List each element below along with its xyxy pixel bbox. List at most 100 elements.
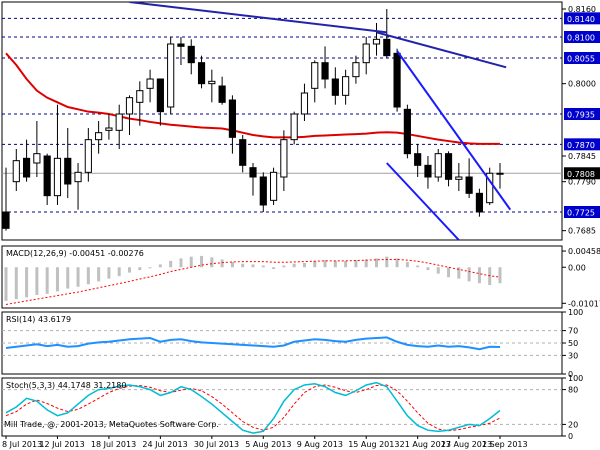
candlestick <box>414 144 422 177</box>
price-level-badge-bg <box>564 206 600 218</box>
price-level-badge-label: 0.8100 <box>567 34 595 43</box>
time-axis-label: 21 Aug 2013 <box>400 440 451 449</box>
candle-body <box>2 211 10 229</box>
stochastic-title: Stoch(5,3,3) 44.1748 31.2180 <box>6 381 126 390</box>
candlestick <box>115 104 123 149</box>
price-level-badge-bg <box>564 108 600 120</box>
stochastic-axis-tick-label: 100 <box>568 374 583 383</box>
price-axis-tick-label: 0.8000 <box>568 80 596 89</box>
trend-lines <box>129 2 512 240</box>
candle-body <box>187 45 195 64</box>
macd-histogram-bar <box>457 267 461 279</box>
macd-histogram-bar <box>447 267 451 278</box>
stochastic-signal-line <box>5 384 501 432</box>
candlestick <box>177 37 185 65</box>
price-level-badge-bg <box>564 12 600 25</box>
candle-body <box>455 176 463 180</box>
stochastic-axis-tick-label: 0 <box>568 432 573 441</box>
candlestick <box>105 114 113 140</box>
macd-histogram-bar <box>333 260 337 268</box>
candle-body <box>300 92 309 115</box>
candlestick <box>465 158 473 198</box>
macd-histogram-bar <box>97 267 101 282</box>
price-level-badge-label: 0.7870 <box>567 141 595 150</box>
price-level-badge-bg <box>564 52 600 64</box>
macd-axis-tick-label: 0.00 <box>568 263 586 272</box>
macd-histogram-bar <box>138 267 142 271</box>
price-level-badge-label: 0.7935 <box>567 111 595 120</box>
time-axis-label: 5 Aug 2013 <box>245 440 291 449</box>
candlestick <box>424 156 432 189</box>
candle-body <box>74 171 82 183</box>
macd-histogram-bar <box>107 267 111 279</box>
candlestick <box>156 78 164 126</box>
macd-histogram-bar <box>128 267 131 273</box>
macd-histogram-bar <box>14 267 18 300</box>
candle-body <box>146 78 154 89</box>
price-axis-tick-label: 0.7845 <box>568 152 596 161</box>
candlestick <box>300 83 309 121</box>
candle-body <box>156 78 164 113</box>
candle-body <box>22 157 31 178</box>
candle-body <box>43 155 51 197</box>
rsi-axis-tick-label: 50 <box>568 339 578 348</box>
macd-histogram-bar <box>25 267 29 298</box>
macd-title: MACD(12,26,9) -0.00451 -0.00276 <box>6 249 144 258</box>
stochastic-main-line <box>5 381 501 434</box>
candlestick <box>331 67 339 105</box>
candle-body <box>372 38 381 45</box>
macd-histogram-bar <box>45 267 49 294</box>
candlestick <box>239 135 247 173</box>
candle-body <box>167 43 175 108</box>
candle-body <box>331 78 339 96</box>
price-level-badge-label: 0.8140 <box>567 15 595 24</box>
candle-body <box>197 62 206 85</box>
candle-body <box>434 153 442 178</box>
rsi-axis-tick-label: 0 <box>568 370 573 379</box>
macd-histogram-bar <box>55 267 59 292</box>
price-panel-frame <box>1 1 563 241</box>
macd-histogram-bar <box>158 264 162 268</box>
macd-histogram-bar <box>282 265 286 268</box>
macd-panel-frame <box>1 245 563 309</box>
candle-body <box>53 157 62 197</box>
candlestick <box>187 39 195 75</box>
candlestick <box>74 163 82 210</box>
time-axis-label: 30 Jul 2013 <box>194 440 239 449</box>
price-axis-tick-label: 0.7790 <box>568 178 596 187</box>
rsi-title: RSI(14) 43.6179 <box>6 315 71 324</box>
candle-body <box>64 157 72 185</box>
macd-histogram-bar <box>354 260 358 268</box>
candle-body <box>115 113 123 131</box>
price-axis-tick-label: 0.8160 <box>568 5 596 14</box>
candle-body <box>228 99 237 138</box>
time-axis-label: 27 Aug 2013 <box>441 440 492 449</box>
candlestick <box>475 188 484 217</box>
candle-body <box>444 153 453 180</box>
price-axis-tick-label: 0.7685 <box>568 227 596 236</box>
stochastic-panel-frame <box>1 377 563 437</box>
stochastic-axis-tick-label: 20 <box>568 420 578 429</box>
macd-histogram-bar <box>436 267 440 274</box>
candle-body <box>393 52 401 108</box>
macd-histogram-bar <box>169 260 173 268</box>
candle-body <box>269 171 278 201</box>
rsi-axis-tick-label: 100 <box>568 308 583 317</box>
candle-body <box>95 132 103 141</box>
candlestick <box>290 111 298 145</box>
footer-copyright: Mill Trade, @, 2001-2013, MetaQuotes Sof… <box>4 420 219 429</box>
time-axis-label: 2 Sep 2013 <box>482 440 528 449</box>
candlestick <box>125 95 134 135</box>
candle-body <box>249 167 257 178</box>
candlestick <box>486 167 494 205</box>
candlestick <box>2 167 10 231</box>
candle-body <box>136 90 144 103</box>
candle-body <box>465 176 473 194</box>
macd-histogram-bar <box>416 265 420 268</box>
macd-histogram-bar <box>272 267 276 270</box>
macd-histogram-bar <box>426 267 430 271</box>
candlestick <box>43 153 51 205</box>
